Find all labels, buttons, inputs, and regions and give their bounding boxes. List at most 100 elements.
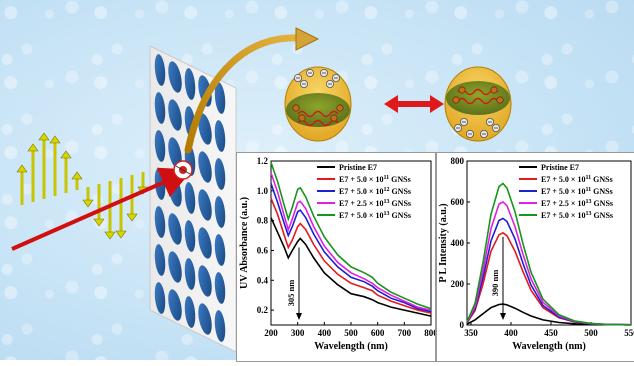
pl-intensity-chart: 350 400 450 500 550 0 200 400 600 800 Wavelength (… [438, 156, 634, 352]
x-tick-label: 200 [264, 328, 278, 338]
y-tick-label: 1.2 [257, 156, 269, 166]
annotation-label: 305 nm [286, 280, 296, 307]
uv-absorbance-panel: 200 300 400 500 600 700 800 0.2 0.4 0.6 0.8 1.0 1.2 W… [236, 152, 438, 362]
y-tick-label: 400 [451, 238, 465, 248]
wave-arrow [60, 150, 72, 193]
y-tick-label: 0.4 [257, 275, 269, 285]
lc-molecule [214, 272, 226, 304]
lc-molecule [154, 130, 166, 162]
legend-entry: E7 + 2.5 × 1013 GNSs [541, 199, 613, 208]
uv-absorbance-chart: 200 300 400 500 600 700 800 0.2 0.4 0.6 0.8 1.0 1.2 W… [239, 156, 438, 352]
lc-molecule [184, 220, 196, 252]
lc-molecule [198, 303, 212, 335]
wave-arrow [115, 178, 127, 239]
legend-entry: E7 + 5.0 × 1011 GNSs [541, 175, 613, 184]
wave-arrow [104, 181, 116, 240]
legend-entry: E7 + 5.0 × 1011 GNSs [339, 175, 411, 184]
lc-molecule [154, 206, 166, 238]
x-axis-label: Wavelength (nm) [314, 341, 388, 352]
focus-spot [173, 160, 193, 180]
lc-molecule [184, 258, 196, 290]
legend-entry: E7 + 5.0 × 1011 GNSs [541, 187, 613, 196]
x-tick-label: 700 [398, 328, 412, 338]
x-tick-label: 500 [584, 328, 598, 338]
lc-molecule [214, 158, 226, 190]
lc-molecule [168, 251, 182, 283]
lc-molecule [214, 310, 226, 342]
legend-entry: E7 + 5.0 × 1013 GNSs [541, 211, 613, 220]
series-line [466, 182, 632, 326]
lc-molecule [154, 92, 166, 124]
lc-molecule [154, 282, 166, 314]
y-axis-label: P L Intensity (a.u.) [438, 203, 449, 282]
y-tick-label: 0.6 [257, 245, 269, 255]
x-tick-label: 300 [291, 328, 305, 338]
x-axis-label: Wavelength (nm) [512, 341, 586, 352]
x-tick-label: 800 [424, 328, 435, 338]
y-tick-label: 200 [451, 279, 465, 289]
lc-molecule [214, 234, 226, 266]
lc-molecule [184, 68, 196, 100]
lc-molecule [168, 213, 182, 245]
y-tick-label: 600 [451, 197, 465, 207]
lc-molecule [168, 61, 182, 93]
x-tick-label: 400 [318, 328, 332, 338]
legend-entry: E7 + 5.0 × 1013 GNSs [339, 211, 411, 220]
polarized-light-wave [16, 132, 149, 240]
lc-molecule [154, 54, 166, 86]
double-headed-arrow [384, 95, 444, 113]
legend-entry: Pristine E7 [339, 163, 377, 172]
legend-entry: E7 + 5.0 × 1012 GNSs [339, 187, 411, 196]
x-tick-label: 400 [504, 328, 518, 338]
incident-light-ray [11, 167, 193, 251]
lc-molecule [168, 289, 182, 321]
x-tick-label: 550 [624, 328, 634, 338]
pl-intensity-panel: 350 400 450 500 550 0 200 400 600 800 Wavelength (… [436, 152, 634, 362]
series-line [270, 162, 432, 310]
wave-arrow [93, 184, 105, 227]
curved-pointer-arrow [184, 34, 304, 154]
lc-molecule [214, 82, 226, 114]
plot-area [466, 160, 632, 326]
wave-arrow [27, 143, 39, 202]
y-axis-label: UV Absorbance (a.u.) [239, 197, 250, 289]
lc-molecule [214, 120, 226, 152]
wave-arrow [71, 171, 83, 190]
lc-molecule [154, 244, 166, 276]
lc-droplet-after [444, 66, 512, 142]
lc-molecule [198, 113, 212, 145]
series-line [270, 217, 432, 317]
series-line [466, 303, 632, 326]
x-tick-label: 450 [544, 328, 558, 338]
x-tick-label: 350 [464, 328, 478, 338]
y-tick-label: 800 [451, 156, 465, 166]
wave-arrow [38, 132, 50, 199]
x-tick-label: 500 [344, 328, 358, 338]
y-tick-label: 0 [460, 320, 465, 330]
lc-molecule [198, 189, 212, 221]
x-tick-label: 600 [371, 328, 385, 338]
lc-molecule [168, 99, 182, 131]
lc-molecule [184, 296, 196, 328]
lc-droplet-before [284, 66, 352, 142]
lc-molecule [168, 137, 182, 169]
y-tick-label: 0.8 [257, 216, 269, 226]
wave-arrow [82, 187, 94, 208]
series-line [270, 183, 432, 313]
lc-molecule [214, 196, 226, 228]
wave-arrow [49, 135, 61, 196]
series-line [270, 172, 432, 311]
series-line [270, 197, 432, 314]
y-tick-label: 0.2 [257, 305, 269, 315]
lc-molecule [198, 227, 212, 259]
lc-molecule [198, 151, 212, 183]
polarizer-plate [149, 45, 237, 353]
legend-entry: E7 + 2.5 × 1013 GNSs [339, 199, 411, 208]
annotation-label: 390 nm [490, 270, 500, 297]
lc-molecule [198, 265, 212, 297]
legend-entry: Pristine E7 [541, 163, 579, 172]
y-tick-label: 1.0 [257, 186, 269, 196]
wave-arrow [16, 164, 28, 205]
